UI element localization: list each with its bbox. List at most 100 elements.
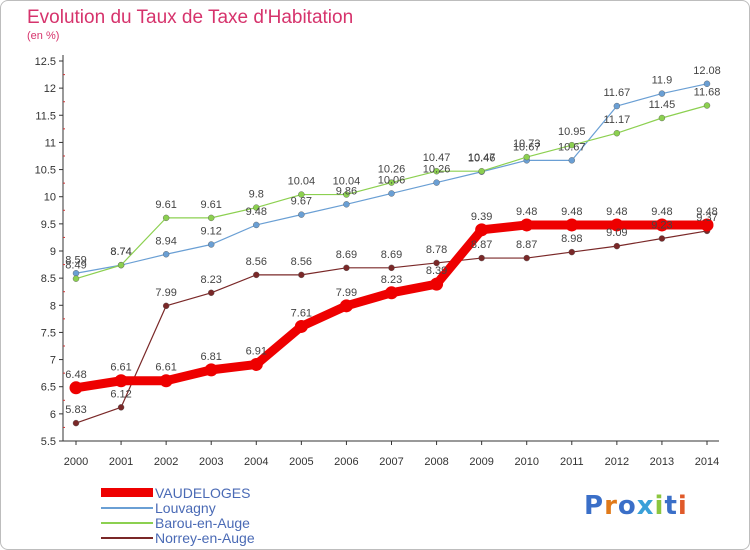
- data-point: [475, 223, 489, 237]
- y-tick-label: 8.5: [41, 273, 56, 285]
- x-tick-label: 2007: [379, 456, 403, 468]
- legend-item: Barou-en-Auge: [101, 515, 255, 531]
- data-point: [565, 218, 579, 232]
- proxiti-logo: Proxiti: [584, 491, 688, 521]
- data-label: 8.69: [381, 249, 402, 261]
- data-label: 9.37: [696, 212, 717, 224]
- data-label: 6.81: [201, 351, 222, 363]
- y-tick-label: 5.5: [41, 436, 56, 448]
- data-point: [703, 80, 711, 88]
- data-point: [523, 254, 530, 262]
- data-label: 8.56: [291, 256, 312, 268]
- data-point: [249, 357, 263, 371]
- data-label: 10.26: [378, 164, 406, 176]
- x-tick-label: 2004: [244, 456, 268, 468]
- x-tick-label: 2011: [560, 456, 584, 468]
- data-point: [253, 221, 260, 229]
- data-point: [703, 102, 711, 109]
- data-point: [117, 404, 125, 411]
- logo-letter: i: [677, 491, 688, 521]
- data-point: [388, 190, 395, 197]
- x-tick-label: 2003: [199, 456, 223, 468]
- logo-letter: P: [584, 491, 605, 521]
- x-tick-label: 2010: [514, 456, 538, 468]
- data-point: [72, 275, 80, 282]
- x-tick-label: 2006: [334, 456, 358, 468]
- data-point: [208, 241, 215, 248]
- data-point: [162, 251, 170, 258]
- data-label: 9.86: [336, 185, 357, 197]
- y-tick-label: 12: [44, 83, 56, 95]
- legend-label: VAUDELOGES: [155, 484, 251, 501]
- logo-letter: x: [636, 491, 655, 521]
- data-point: [433, 179, 440, 186]
- data-label: 10.67: [513, 141, 541, 153]
- data-label: 9.09: [606, 227, 627, 239]
- data-label: 8.87: [516, 239, 537, 251]
- data-label: 10.47: [423, 152, 451, 164]
- legend-label: Louvagny: [155, 499, 216, 516]
- data-label: 9.39: [471, 211, 492, 223]
- data-label: 9.48: [516, 206, 537, 218]
- y-tick-label: 7: [50, 355, 56, 367]
- data-point: [610, 218, 624, 232]
- data-label: 10.46: [468, 153, 496, 165]
- data-label: 10.47: [468, 152, 496, 164]
- data-label: 8.23: [201, 274, 222, 286]
- data-label: 8.74: [110, 246, 131, 258]
- data-label: 8.56: [246, 256, 267, 268]
- data-point: [117, 261, 125, 269]
- data-label: 5.83: [65, 404, 86, 416]
- data-label: 9.48: [606, 206, 627, 218]
- data-label: 9.12: [201, 225, 222, 237]
- data-label: 10.73: [513, 138, 541, 150]
- data-label: 8.39: [426, 265, 447, 277]
- data-point: [520, 218, 534, 232]
- chart-legend: VAUDELOGES Louvagny Barou-en-Auge Norrey-en…: [101, 484, 255, 546]
- data-label: 7.99: [336, 287, 357, 299]
- data-label: 10.67: [558, 141, 586, 153]
- y-tick-label: 11.5: [35, 110, 56, 122]
- data-label: 9.61: [155, 199, 176, 211]
- data-label: 8.23: [381, 274, 402, 286]
- data-label: 8.69: [336, 249, 357, 261]
- data-point: [613, 242, 621, 250]
- data-point: [298, 211, 305, 218]
- logo-letter: o: [617, 491, 637, 521]
- data-label: 8.59: [65, 254, 86, 266]
- legend-item: VAUDELOGES: [101, 484, 255, 501]
- data-label: 11.17: [603, 114, 630, 126]
- data-label: 7.99: [155, 287, 176, 299]
- data-point: [658, 114, 666, 122]
- data-point: [430, 277, 444, 291]
- data-label: 11.67: [603, 87, 630, 99]
- y-tick-label: 9: [50, 246, 56, 258]
- y-tick-label: 6.5: [41, 382, 56, 394]
- data-label: 6.12: [110, 388, 131, 400]
- y-tick-label: 6: [50, 409, 56, 421]
- x-tick-label: 2000: [64, 456, 88, 468]
- data-label: 10.06: [378, 174, 406, 186]
- data-label: 10.26: [423, 164, 451, 176]
- logo-letter: t: [664, 491, 678, 521]
- data-label: 10.95: [558, 126, 586, 138]
- data-label: 9.48: [246, 206, 267, 218]
- chart-subtitle: (en %): [27, 30, 60, 42]
- data-point: [208, 289, 215, 296]
- x-tick-label: 2002: [154, 456, 178, 468]
- data-label: 7.61: [291, 307, 312, 319]
- data-point: [658, 90, 666, 97]
- x-tick-label: 2005: [289, 456, 313, 468]
- data-point: [208, 214, 215, 222]
- legend-swatch: [101, 521, 153, 524]
- y-tick-label: 7.5: [41, 327, 56, 339]
- data-point: [568, 157, 575, 164]
- data-label: 8.49: [65, 260, 86, 272]
- data-label: 6.61: [155, 362, 176, 374]
- data-point: [253, 204, 260, 211]
- logo-letter: i: [654, 491, 665, 521]
- data-point: [343, 191, 350, 198]
- data-label: 12.08: [693, 65, 721, 77]
- data-label: 9.48: [696, 206, 717, 218]
